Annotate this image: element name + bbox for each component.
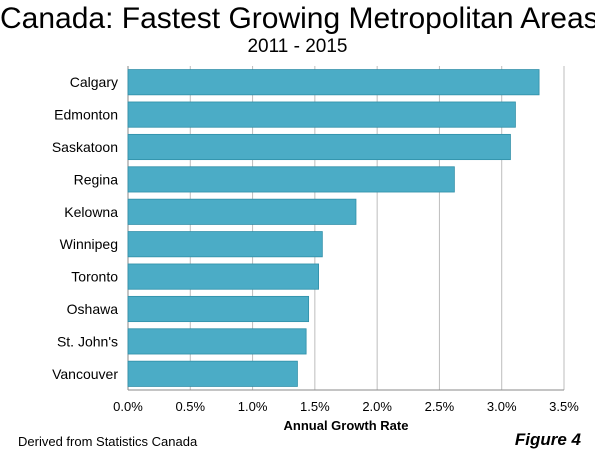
x-axis-label: Annual Growth Rate bbox=[283, 418, 409, 433]
bar bbox=[127, 295, 310, 323]
category-label: Kelowna bbox=[64, 204, 118, 220]
chart-title: Canada: Fastest Growing Metropolitan Are… bbox=[0, 2, 595, 35]
bar bbox=[127, 360, 298, 387]
category-label: Winnipeg bbox=[60, 236, 118, 252]
category-label: Regina bbox=[74, 171, 119, 187]
x-tick-label: 3.0% bbox=[487, 399, 517, 414]
chart-subtitle: 2011 - 2015 bbox=[247, 36, 348, 57]
source-note: Derived from Statistics Canada bbox=[18, 434, 198, 449]
bar bbox=[127, 328, 307, 355]
category-label: Vancouver bbox=[52, 366, 118, 382]
x-tick-label: 2.5% bbox=[425, 399, 455, 414]
bar bbox=[127, 231, 323, 258]
category-label: Saskatoon bbox=[52, 139, 118, 155]
x-tick-label: 2.0% bbox=[362, 399, 392, 414]
category-label: St. John's bbox=[57, 333, 118, 349]
category-label: Toronto bbox=[71, 269, 118, 285]
x-tick-label: 1.0% bbox=[238, 399, 268, 414]
x-tick-label: 0.5% bbox=[175, 399, 205, 414]
bar bbox=[127, 133, 511, 161]
x-tick-label: 0.0% bbox=[113, 399, 143, 414]
bar bbox=[127, 198, 357, 225]
category-label: Calgary bbox=[70, 74, 118, 90]
x-tick-label: 3.5% bbox=[549, 399, 579, 414]
category-label: Oshawa bbox=[67, 301, 119, 317]
bar bbox=[127, 263, 319, 290]
x-tick-label: 1.5% bbox=[300, 399, 330, 414]
figure-label: Figure 4 bbox=[514, 430, 581, 449]
bar bbox=[127, 69, 540, 96]
bar bbox=[127, 101, 516, 128]
category-label: Edmonton bbox=[54, 107, 118, 123]
bar bbox=[127, 166, 455, 193]
